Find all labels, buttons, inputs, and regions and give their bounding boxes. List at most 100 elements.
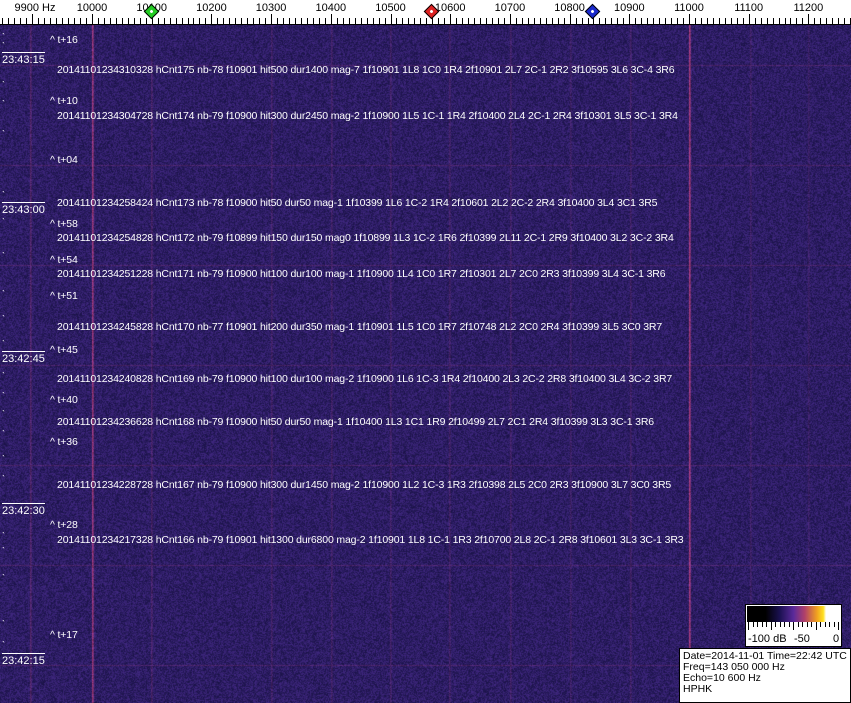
row-tick: ` [2, 546, 5, 556]
axis-tick [832, 18, 834, 24]
axis-tick [569, 14, 571, 24]
row-tick: ` [2, 391, 5, 401]
time-label: 23:42:15 [2, 653, 45, 667]
row-tick: ` [2, 409, 5, 419]
axis-tick [444, 18, 446, 24]
event-log-line: 20141101234304728 hCnt174 nb-79 f10900 h… [57, 110, 678, 122]
info-date-time: Date=2014-11-01 Time=22:42 UTC [683, 650, 847, 662]
colorbar-tick [770, 622, 772, 630]
axis-tick [408, 18, 410, 24]
axis-tick [342, 18, 344, 24]
row-tick: ` [2, 531, 5, 541]
axis-tick [14, 18, 16, 24]
axis-tick [611, 18, 613, 24]
axis-tick [175, 18, 177, 24]
axis-tick-label: 10000 [76, 2, 108, 14]
axis-tick [420, 18, 422, 24]
colorbar-tick [838, 622, 839, 630]
axis-tick-label: 10400 [315, 2, 347, 14]
axis-tick [300, 18, 302, 24]
axis-tick [509, 14, 511, 24]
axis-tick [103, 18, 105, 24]
axis-tick [294, 18, 296, 24]
axis-tick [635, 18, 637, 24]
axis-tick-label: 10300 [255, 2, 287, 14]
axis-tick-label: 11200 [793, 2, 824, 14]
axis-tick [724, 18, 726, 24]
axis-tick [265, 18, 267, 24]
axis-tick [205, 18, 207, 24]
event-log-line: 20141101234258424 hCnt173 nb-78 f10900 h… [57, 197, 658, 209]
axis-tick [617, 18, 619, 24]
axis-tick [700, 18, 702, 24]
colorbar-tick [779, 622, 781, 627]
colorbar-tick [766, 622, 767, 627]
colorbar-tick [802, 622, 803, 627]
axis-tick-label: 10700 [494, 2, 526, 14]
axis-tick-label: 10800 [554, 2, 585, 14]
axis-tick [796, 18, 798, 24]
axis-tick [694, 18, 696, 24]
axis-tick [426, 18, 428, 24]
time-label: 23:42:45 [2, 351, 45, 365]
row-tick: ` [2, 251, 5, 261]
axis-tick [223, 18, 225, 24]
axis-tick [480, 18, 482, 24]
axis-tick [462, 18, 464, 24]
axis-tick [689, 14, 690, 24]
axis-tick [468, 18, 470, 24]
axis-tick [414, 18, 416, 24]
axis-tick [712, 18, 714, 24]
axis-tick [718, 18, 720, 24]
axis-tick [253, 18, 255, 24]
axis-unit-label: 9900 Hz [14, 2, 56, 14]
axis-tick [790, 18, 792, 24]
axis-tick [766, 18, 768, 24]
axis-tick [754, 18, 756, 24]
colorbar-tick [748, 622, 749, 630]
axis-tick [456, 18, 458, 24]
t-offset-annotation: ^ t+36 [50, 436, 78, 448]
colorbar-label-max: 0 [833, 633, 840, 645]
axis-tick [312, 18, 314, 24]
row-tick: ` [2, 619, 5, 629]
axis-tick [521, 18, 523, 24]
axis-tick-label: 10900 [614, 2, 645, 14]
row-tick: ` [2, 217, 5, 227]
axis-tick-label: 11100 [734, 2, 764, 14]
axis-tick [677, 18, 679, 24]
axis-tick [503, 18, 505, 24]
axis-tick [545, 18, 547, 24]
colorbar-gradient [747, 606, 840, 622]
axis-tick [151, 14, 153, 24]
axis-tick [730, 18, 732, 24]
axis-tick [283, 18, 285, 24]
blue-marker[interactable] [585, 3, 601, 20]
axis-tick [133, 18, 135, 24]
axis-tick [32, 14, 34, 24]
axis-tick [109, 18, 111, 24]
row-tick: ` [2, 640, 5, 650]
axis-tick [247, 18, 249, 24]
axis-tick [557, 18, 559, 24]
t-offset-annotation: ^ t+58 [50, 218, 78, 230]
colorbar-tick [806, 622, 808, 627]
axis-tick [814, 18, 816, 24]
axis-tick [491, 18, 493, 24]
t-offset-annotation: ^ t+04 [50, 154, 78, 166]
row-tick: ` [2, 314, 5, 324]
axis-tick [20, 18, 22, 24]
axis-tick [330, 14, 332, 24]
axis-tick [336, 18, 338, 24]
axis-tick [56, 18, 58, 24]
axis-tick [289, 18, 290, 24]
frequency-axis[interactable]: 9900 Hz 10000101001020010300104001050010… [0, 0, 851, 25]
waterfall-spectrogram[interactable] [0, 25, 851, 703]
colorbar-tick [811, 622, 812, 627]
axis-tick [277, 18, 279, 24]
axis-tick [348, 18, 350, 24]
axis-tick [844, 18, 846, 24]
event-log-line: 20141101234254828 hCnt172 nb-79 f10899 h… [57, 232, 674, 244]
axis-tick [217, 18, 219, 24]
axis-tick [527, 18, 529, 24]
